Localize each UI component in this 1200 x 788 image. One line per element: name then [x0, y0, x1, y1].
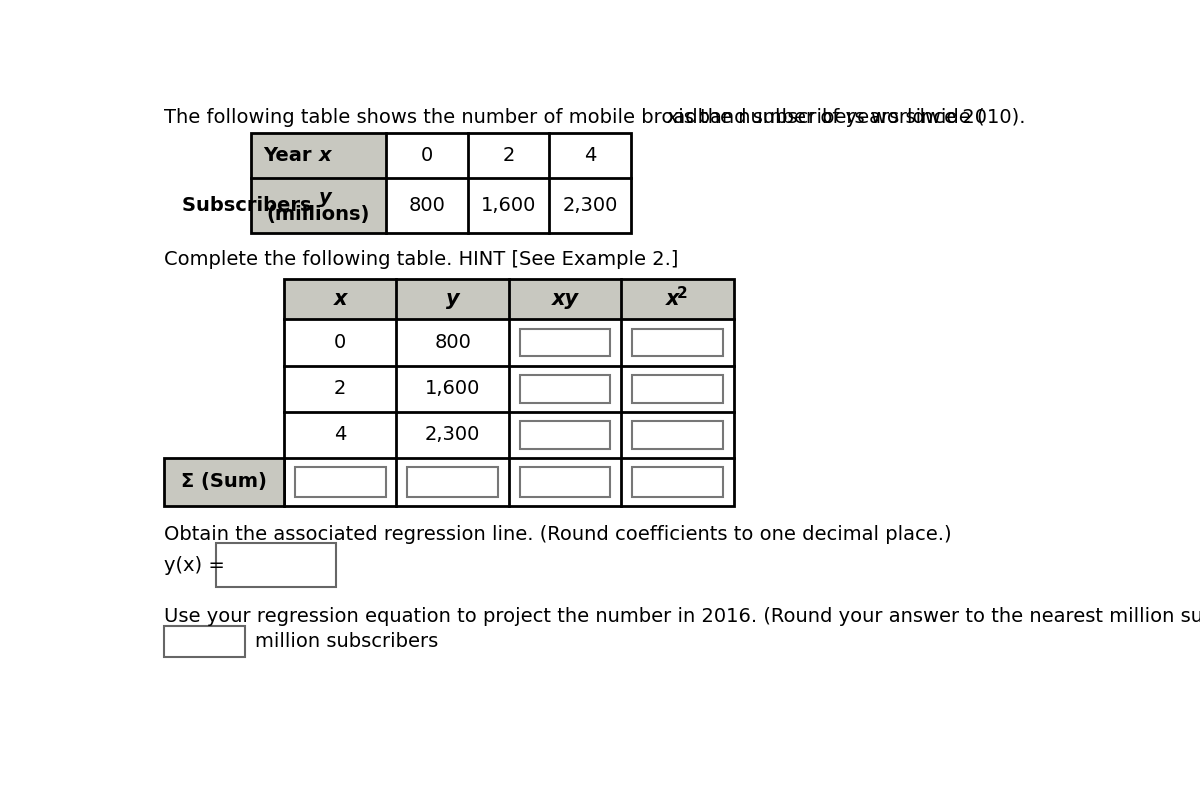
- Bar: [164, 626, 245, 656]
- Text: 2: 2: [503, 146, 515, 165]
- Text: y(x) =: y(x) =: [164, 556, 224, 574]
- Text: 0: 0: [334, 333, 347, 352]
- Text: xy: xy: [552, 289, 578, 310]
- Bar: [632, 467, 722, 496]
- Bar: [520, 375, 611, 403]
- Text: Year: Year: [263, 146, 318, 165]
- Text: 4: 4: [583, 146, 596, 165]
- Bar: [251, 133, 386, 233]
- Text: 1,600: 1,600: [481, 196, 536, 215]
- Text: 2,300: 2,300: [562, 196, 618, 215]
- Text: 800: 800: [434, 333, 472, 352]
- Text: 1,600: 1,600: [425, 379, 480, 398]
- Text: x: x: [334, 289, 347, 310]
- Text: Σ (Sum): Σ (Sum): [181, 472, 266, 492]
- Text: Complete the following table. HINT [See Example 2.]: Complete the following table. HINT [See …: [164, 250, 678, 269]
- Text: is the number of years since 2010).: is the number of years since 2010).: [672, 109, 1026, 128]
- Bar: [164, 458, 284, 506]
- Text: 2: 2: [677, 286, 688, 301]
- Text: Subscribers: Subscribers: [182, 196, 318, 215]
- Text: x: x: [666, 289, 679, 310]
- Text: x: x: [666, 109, 678, 128]
- Text: 0: 0: [421, 146, 433, 165]
- Text: Obtain the associated regression line. (Round coefficients to one decimal place.: Obtain the associated regression line. (…: [164, 525, 952, 544]
- Bar: [284, 280, 733, 319]
- Bar: [632, 375, 722, 403]
- Bar: [520, 329, 611, 356]
- Bar: [284, 280, 733, 506]
- Text: 2: 2: [334, 379, 347, 398]
- Bar: [407, 467, 498, 496]
- Text: y: y: [446, 289, 460, 310]
- Text: y: y: [318, 188, 331, 207]
- Bar: [251, 133, 630, 233]
- Text: x: x: [318, 146, 331, 165]
- Text: The following table shows the number of mobile broadband subscribers worldwide (: The following table shows the number of …: [164, 109, 984, 128]
- Text: 4: 4: [334, 426, 347, 444]
- Text: (millions): (millions): [266, 205, 371, 224]
- Bar: [216, 544, 336, 586]
- Bar: [520, 421, 611, 448]
- Text: million subscribers: million subscribers: [254, 632, 438, 651]
- Bar: [632, 329, 722, 356]
- Bar: [520, 467, 611, 496]
- Text: 2,300: 2,300: [425, 426, 480, 444]
- Bar: [632, 421, 722, 448]
- Bar: [295, 467, 385, 496]
- Text: Use your regression equation to project the number in 2016. (Round your answer t: Use your regression equation to project …: [164, 608, 1200, 626]
- Text: 800: 800: [409, 196, 445, 215]
- Bar: [164, 458, 284, 506]
